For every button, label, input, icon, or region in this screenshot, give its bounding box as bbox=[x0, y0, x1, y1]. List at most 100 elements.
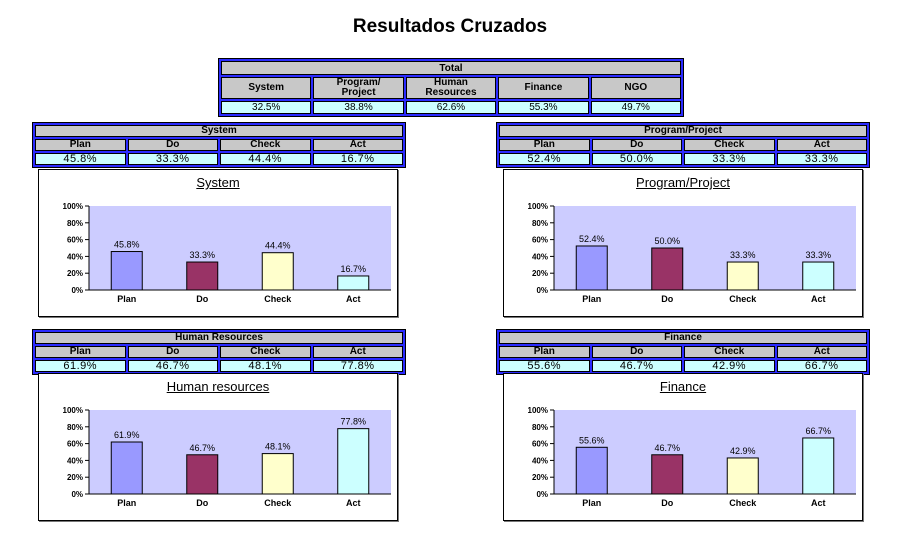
x-tick-label: Act bbox=[346, 498, 361, 508]
data-label: 33.3% bbox=[730, 250, 756, 260]
data-label: 42.9% bbox=[730, 446, 756, 456]
bar-act bbox=[337, 428, 370, 495]
bar-do bbox=[186, 454, 219, 495]
y-tick-label: 100% bbox=[528, 202, 548, 211]
finance-header-plan: Plan bbox=[499, 346, 590, 358]
y-tick-label: 100% bbox=[63, 406, 83, 415]
y-tick-label: 100% bbox=[63, 202, 83, 211]
system-header-act: Act bbox=[312, 139, 403, 151]
y-tick-label: 60% bbox=[532, 236, 548, 245]
finance-header-do: Do bbox=[591, 346, 682, 358]
total-value-ngo: 49.7% bbox=[590, 101, 681, 114]
program-project-value-check: 33.3% bbox=[684, 153, 775, 165]
human-resources-value-plan: 61.9% bbox=[35, 360, 126, 372]
chart-title: Program/Project bbox=[636, 175, 730, 190]
y-tick-label: 80% bbox=[67, 423, 83, 432]
data-label: 46.7% bbox=[654, 443, 680, 453]
y-tick-label: 20% bbox=[67, 473, 83, 482]
total-table-title: Total bbox=[221, 61, 681, 75]
bar-act bbox=[802, 261, 835, 291]
total-header-program-project: Program/ Project bbox=[313, 77, 404, 99]
x-tick-label: Plan bbox=[117, 294, 136, 304]
system-table-title: System bbox=[35, 125, 403, 137]
y-tick-label: 20% bbox=[67, 269, 83, 278]
x-tick-label: Act bbox=[346, 294, 361, 304]
y-tick-label: 80% bbox=[67, 219, 83, 228]
program-project-header-check: Check bbox=[684, 139, 775, 151]
x-tick-label: Do bbox=[196, 498, 208, 508]
x-tick-label: Plan bbox=[582, 498, 601, 508]
y-tick-label: 40% bbox=[67, 252, 83, 261]
human-resources-chart-svg: 0% 20% 40% 60% 80% 100% 61.9% Plan 46.7% Do 48.1% C… bbox=[63, 406, 391, 508]
y-tick-label: 0% bbox=[71, 286, 83, 295]
y-tick-label: 40% bbox=[532, 252, 548, 261]
y-tick-label: 100% bbox=[528, 406, 548, 415]
finance-value-plan: 55.6% bbox=[499, 360, 590, 372]
bar-act bbox=[337, 275, 370, 291]
x-tick-label: Check bbox=[729, 294, 757, 304]
bar-act bbox=[802, 437, 835, 495]
system-value-plan: 45.8% bbox=[35, 153, 126, 165]
finance-table-title: Finance bbox=[499, 332, 867, 344]
data-label: 45.8% bbox=[114, 240, 140, 250]
data-label: 55.6% bbox=[579, 435, 605, 445]
finance-chart-svg: 0% 20% 40% 60% 80% 100% 55.6% Plan 46.7% Do 42.9% C… bbox=[528, 406, 856, 508]
y-tick-label: 60% bbox=[67, 236, 83, 245]
y-tick-label: 40% bbox=[67, 456, 83, 465]
bar-plan bbox=[575, 446, 608, 495]
system-chart: System 0% 20% 40% 60% 80% 100% 45.8% Plan 33.3% D… bbox=[38, 169, 398, 317]
data-label: 33.3% bbox=[189, 250, 215, 260]
chart-title: Human resources bbox=[166, 379, 270, 394]
data-label: 52.4% bbox=[579, 234, 605, 244]
program-project-header-act: Act bbox=[776, 139, 867, 151]
program-project-value-do: 50.0% bbox=[591, 153, 682, 165]
bar-plan bbox=[110, 441, 143, 495]
y-tick-label: 60% bbox=[532, 440, 548, 449]
finance-header-act: Act bbox=[776, 346, 867, 358]
program-project-table-title: Program/Project bbox=[499, 125, 867, 137]
total-table: Total System Program/ Project Human Reso… bbox=[218, 58, 684, 117]
data-label: 44.4% bbox=[265, 241, 291, 251]
data-label: 50.0% bbox=[654, 236, 680, 246]
human-resources-header-check: Check bbox=[220, 346, 311, 358]
x-tick-label: Plan bbox=[582, 294, 601, 304]
system-value-act: 16.7% bbox=[312, 153, 403, 165]
finance-header-check: Check bbox=[684, 346, 775, 358]
program-project-value-plan: 52.4% bbox=[499, 153, 590, 165]
total-value-system: 32.5% bbox=[221, 101, 312, 114]
bar-do bbox=[651, 454, 684, 495]
total-header-finance: Finance bbox=[498, 77, 589, 99]
human-resources-value-do: 46.7% bbox=[127, 360, 218, 372]
total-header-system: System bbox=[221, 77, 312, 99]
data-label: 46.7% bbox=[189, 443, 215, 453]
bar-check bbox=[261, 453, 294, 495]
x-tick-label: Check bbox=[264, 294, 292, 304]
data-label: 66.7% bbox=[805, 426, 831, 436]
y-tick-label: 40% bbox=[532, 456, 548, 465]
system-header-plan: Plan bbox=[35, 139, 126, 151]
finance-table: Finance Plan Do Check Act 55.6% 46.7% 42… bbox=[496, 329, 870, 375]
x-tick-label: Do bbox=[661, 498, 673, 508]
human-resources-header-do: Do bbox=[127, 346, 218, 358]
program-project-value-act: 33.3% bbox=[776, 153, 867, 165]
human-resources-header-act: Act bbox=[312, 346, 403, 358]
page-title: Resultados Cruzados bbox=[352, 16, 548, 37]
data-label: 61.9% bbox=[114, 430, 140, 440]
x-tick-label: Act bbox=[811, 498, 826, 508]
human-resources-table-title: Human Resources bbox=[35, 332, 403, 344]
data-label: 33.3% bbox=[805, 250, 831, 260]
human-resources-header-plan: Plan bbox=[35, 346, 126, 358]
y-tick-label: 60% bbox=[67, 440, 83, 449]
finance-chart: Finance 0% 20% 40% 60% 80% 100% 55.6% Plan 46.7%… bbox=[503, 373, 863, 521]
chart-title: Finance bbox=[659, 379, 707, 394]
total-header-human-resources: Human Resources bbox=[405, 77, 497, 99]
y-tick-label: 0% bbox=[71, 490, 83, 499]
bar-plan bbox=[575, 245, 608, 291]
x-tick-label: Plan bbox=[117, 498, 136, 508]
bar-plan bbox=[110, 251, 143, 291]
program-project-header-plan: Plan bbox=[499, 139, 590, 151]
program-project-header-do: Do bbox=[591, 139, 682, 151]
system-value-check: 44.4% bbox=[220, 153, 311, 165]
data-label: 77.8% bbox=[340, 417, 366, 427]
y-tick-label: 20% bbox=[532, 269, 548, 278]
